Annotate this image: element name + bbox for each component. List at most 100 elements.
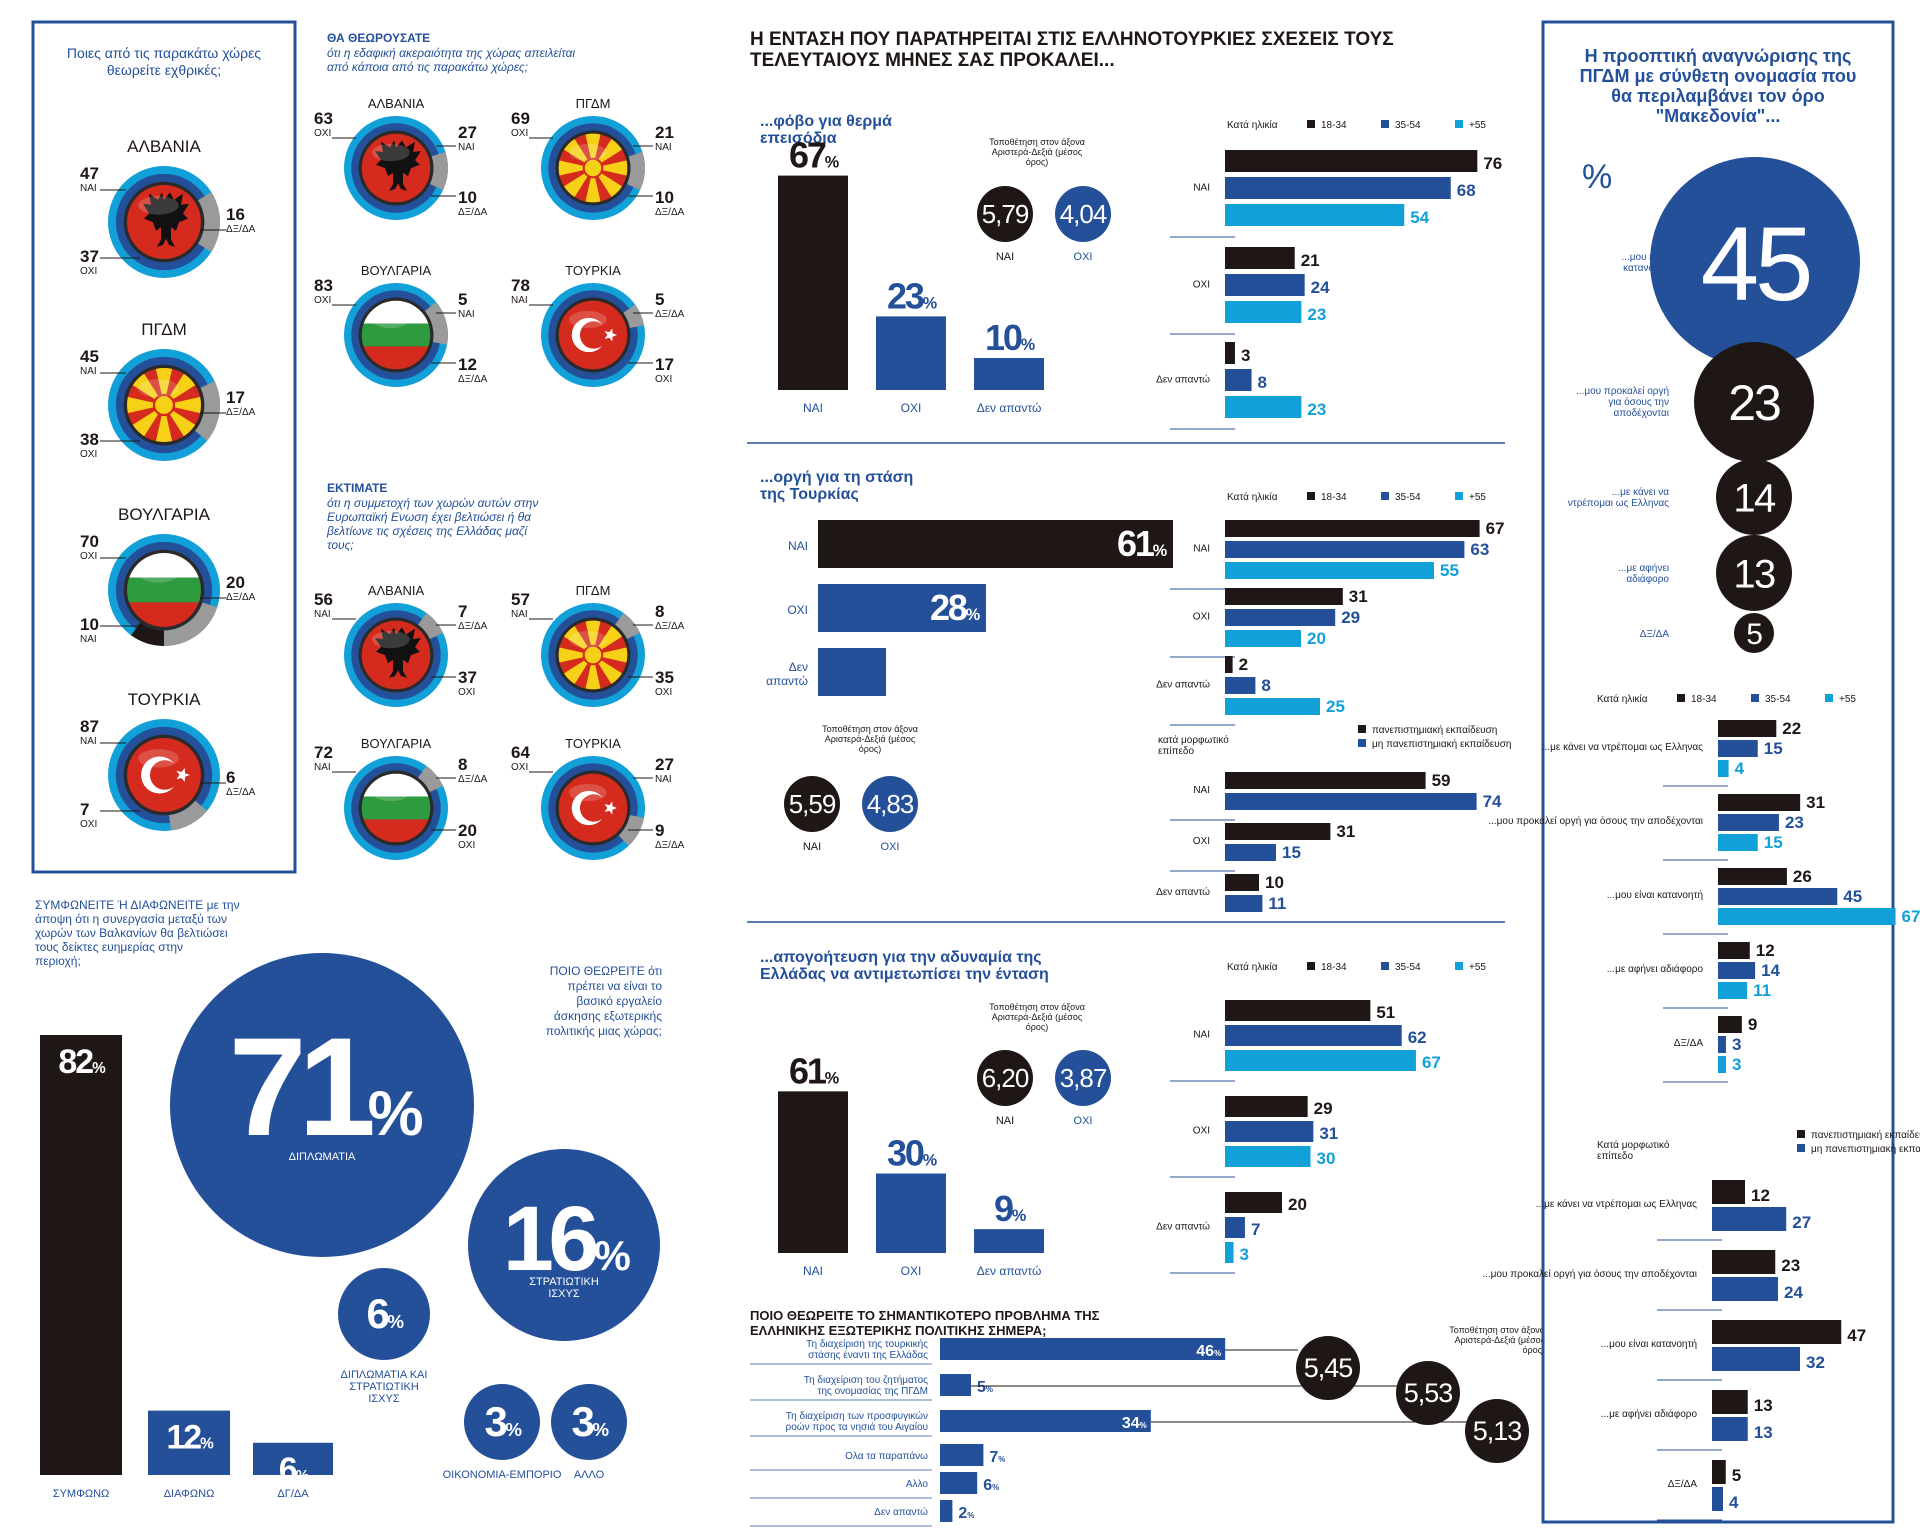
flag-gloss [568,143,607,162]
bar [940,1500,953,1522]
value-label: 7 [458,602,467,621]
lr-value: 5,59 [789,789,836,819]
lr-bubble [1296,1336,1360,1400]
value-label: 10 [80,615,99,634]
bar-value: 59 [1432,771,1451,790]
bar [940,1472,978,1494]
legend-swatch [1307,492,1315,500]
value-label: 38 [80,430,99,449]
category-label: ΔΞ/ΔΑ [226,407,256,418]
sun-ray [593,156,628,180]
flag-fill [127,553,201,627]
bubble [1734,613,1774,653]
axis-note: Αριστερά-Δεξιά (μέσος [1455,1335,1546,1345]
country-name: ΤΟΥΡΚΙΑ [128,690,201,709]
bar [818,584,986,632]
bar [1225,844,1276,861]
sun-ray [593,643,628,667]
bar-value: 31 [1336,822,1355,841]
bar-value: 2% [958,1505,974,1522]
bar-value: 82% [58,1043,106,1081]
row-label: ...μου προκαλεί οργή για όσους την αποδέ… [1488,815,1703,827]
country-name: ΑΛΒΑΝΙΑ [127,137,201,156]
bar-value: 15 [1764,739,1783,758]
legend-swatch [1455,120,1463,128]
section-title: ...απογοήτευση για την αδυναμία της [760,949,1042,966]
threat-subtitle: από κάποια από τις παρακάτω χώρες; [327,60,528,74]
bar-value: 7% [989,1449,1005,1466]
bar [1718,834,1758,851]
legend-title: Κατά ηλικία [1227,491,1278,503]
legend-title: κατά μορφωτικό [1158,734,1229,746]
bar-value: 32 [1806,1353,1825,1372]
bar-value: 28% [930,587,980,628]
legend-label: μη πανεπιστημιακή εκπαίδευση [1372,738,1511,750]
axis-note: Τοποθέτηση στον άξονα [1449,1325,1545,1335]
stripe-red [361,346,431,370]
value-label: 6 [226,768,235,787]
bar-category: ΟΧΙ [787,603,808,617]
bar [1225,204,1405,226]
bubble-label: για όσους την [1608,396,1669,408]
country-flag [127,368,201,442]
legend-label: 18-34 [1691,694,1717,705]
bar [1225,1050,1416,1071]
lr-label: ΝΑΙ [996,1115,1014,1127]
bar-value: 11 [1753,981,1771,1000]
pct-marker: % [1582,158,1612,196]
bar-value: 25 [1326,697,1345,716]
bar-value: 31 [1319,1124,1338,1143]
category-label: ΔΞ/ΔΑ [226,592,256,603]
lr-value: 4,83 [867,789,914,819]
tool-question: βασικό εργαλείο [576,994,662,1008]
crescent-inner [579,794,608,822]
bar-category: ΣΥΜΦΩΝΩ [53,1488,109,1500]
axis-note: Τοποθέτηση στον άξονα [989,1002,1085,1012]
category-label: ΔΞ/ΔΑ [655,840,685,851]
legend-swatch [1381,492,1389,500]
axis-note: όρος) [1523,1345,1545,1355]
country-name: ΒΟΥΛΓΑΡΙΑ [118,505,211,524]
flag-fill [361,620,431,690]
value-label: 37 [458,668,477,687]
bar-value: 29 [1341,608,1360,627]
category-label: ΝΑΙ [80,183,97,194]
legend-label: +55 [1469,120,1486,131]
section-title: ...φόβο για θερμά [760,113,892,130]
bar [1712,1390,1748,1414]
country-name: ΠΓΔΜ [576,96,611,111]
bar [1712,1180,1745,1204]
balkan-question: τους δείκτες ευημερίας στην [35,940,183,954]
country-name: ΠΓΔΜ [141,320,187,339]
bubble-label: ΑΛΛΟ [574,1469,605,1481]
bar [1225,609,1336,626]
bar [1225,396,1302,418]
value-label: 47 [80,164,99,183]
bar-value: 5 [1732,1466,1741,1485]
category-label: ΝΑΙ [80,366,97,377]
bar-value: 23 [1785,813,1804,832]
bar [1225,177,1451,199]
category-label: ΝΑΙ [511,609,528,620]
bar [1225,274,1305,296]
lr-label: ΟΧΙ [881,841,900,853]
stripe-white [361,773,431,797]
bar-value: 3 [1732,1035,1741,1054]
bar-value: 10 [1265,873,1284,892]
bar [1718,740,1758,757]
value-label: 56 [314,590,333,609]
donut-wedge [164,602,218,646]
stripe-green [361,796,431,820]
sun-ray [581,655,605,690]
bubble [338,1268,430,1360]
tool-question: πολιτικής μιας χώρας; [546,1024,662,1038]
legend-label: 35-54 [1765,694,1791,705]
flag-fill [361,133,431,203]
category-label: ΔΞ/ΔΑ [655,621,685,632]
legend-swatch [1307,120,1315,128]
lr-bubble [977,1050,1033,1106]
row-label: ...με κάνει να ντρέπομαι ως Ελληνας [1536,1198,1697,1210]
bar [1225,772,1426,789]
bar-category: ΔΓ/ΔΑ [277,1488,309,1500]
legend-swatch [1358,725,1366,733]
